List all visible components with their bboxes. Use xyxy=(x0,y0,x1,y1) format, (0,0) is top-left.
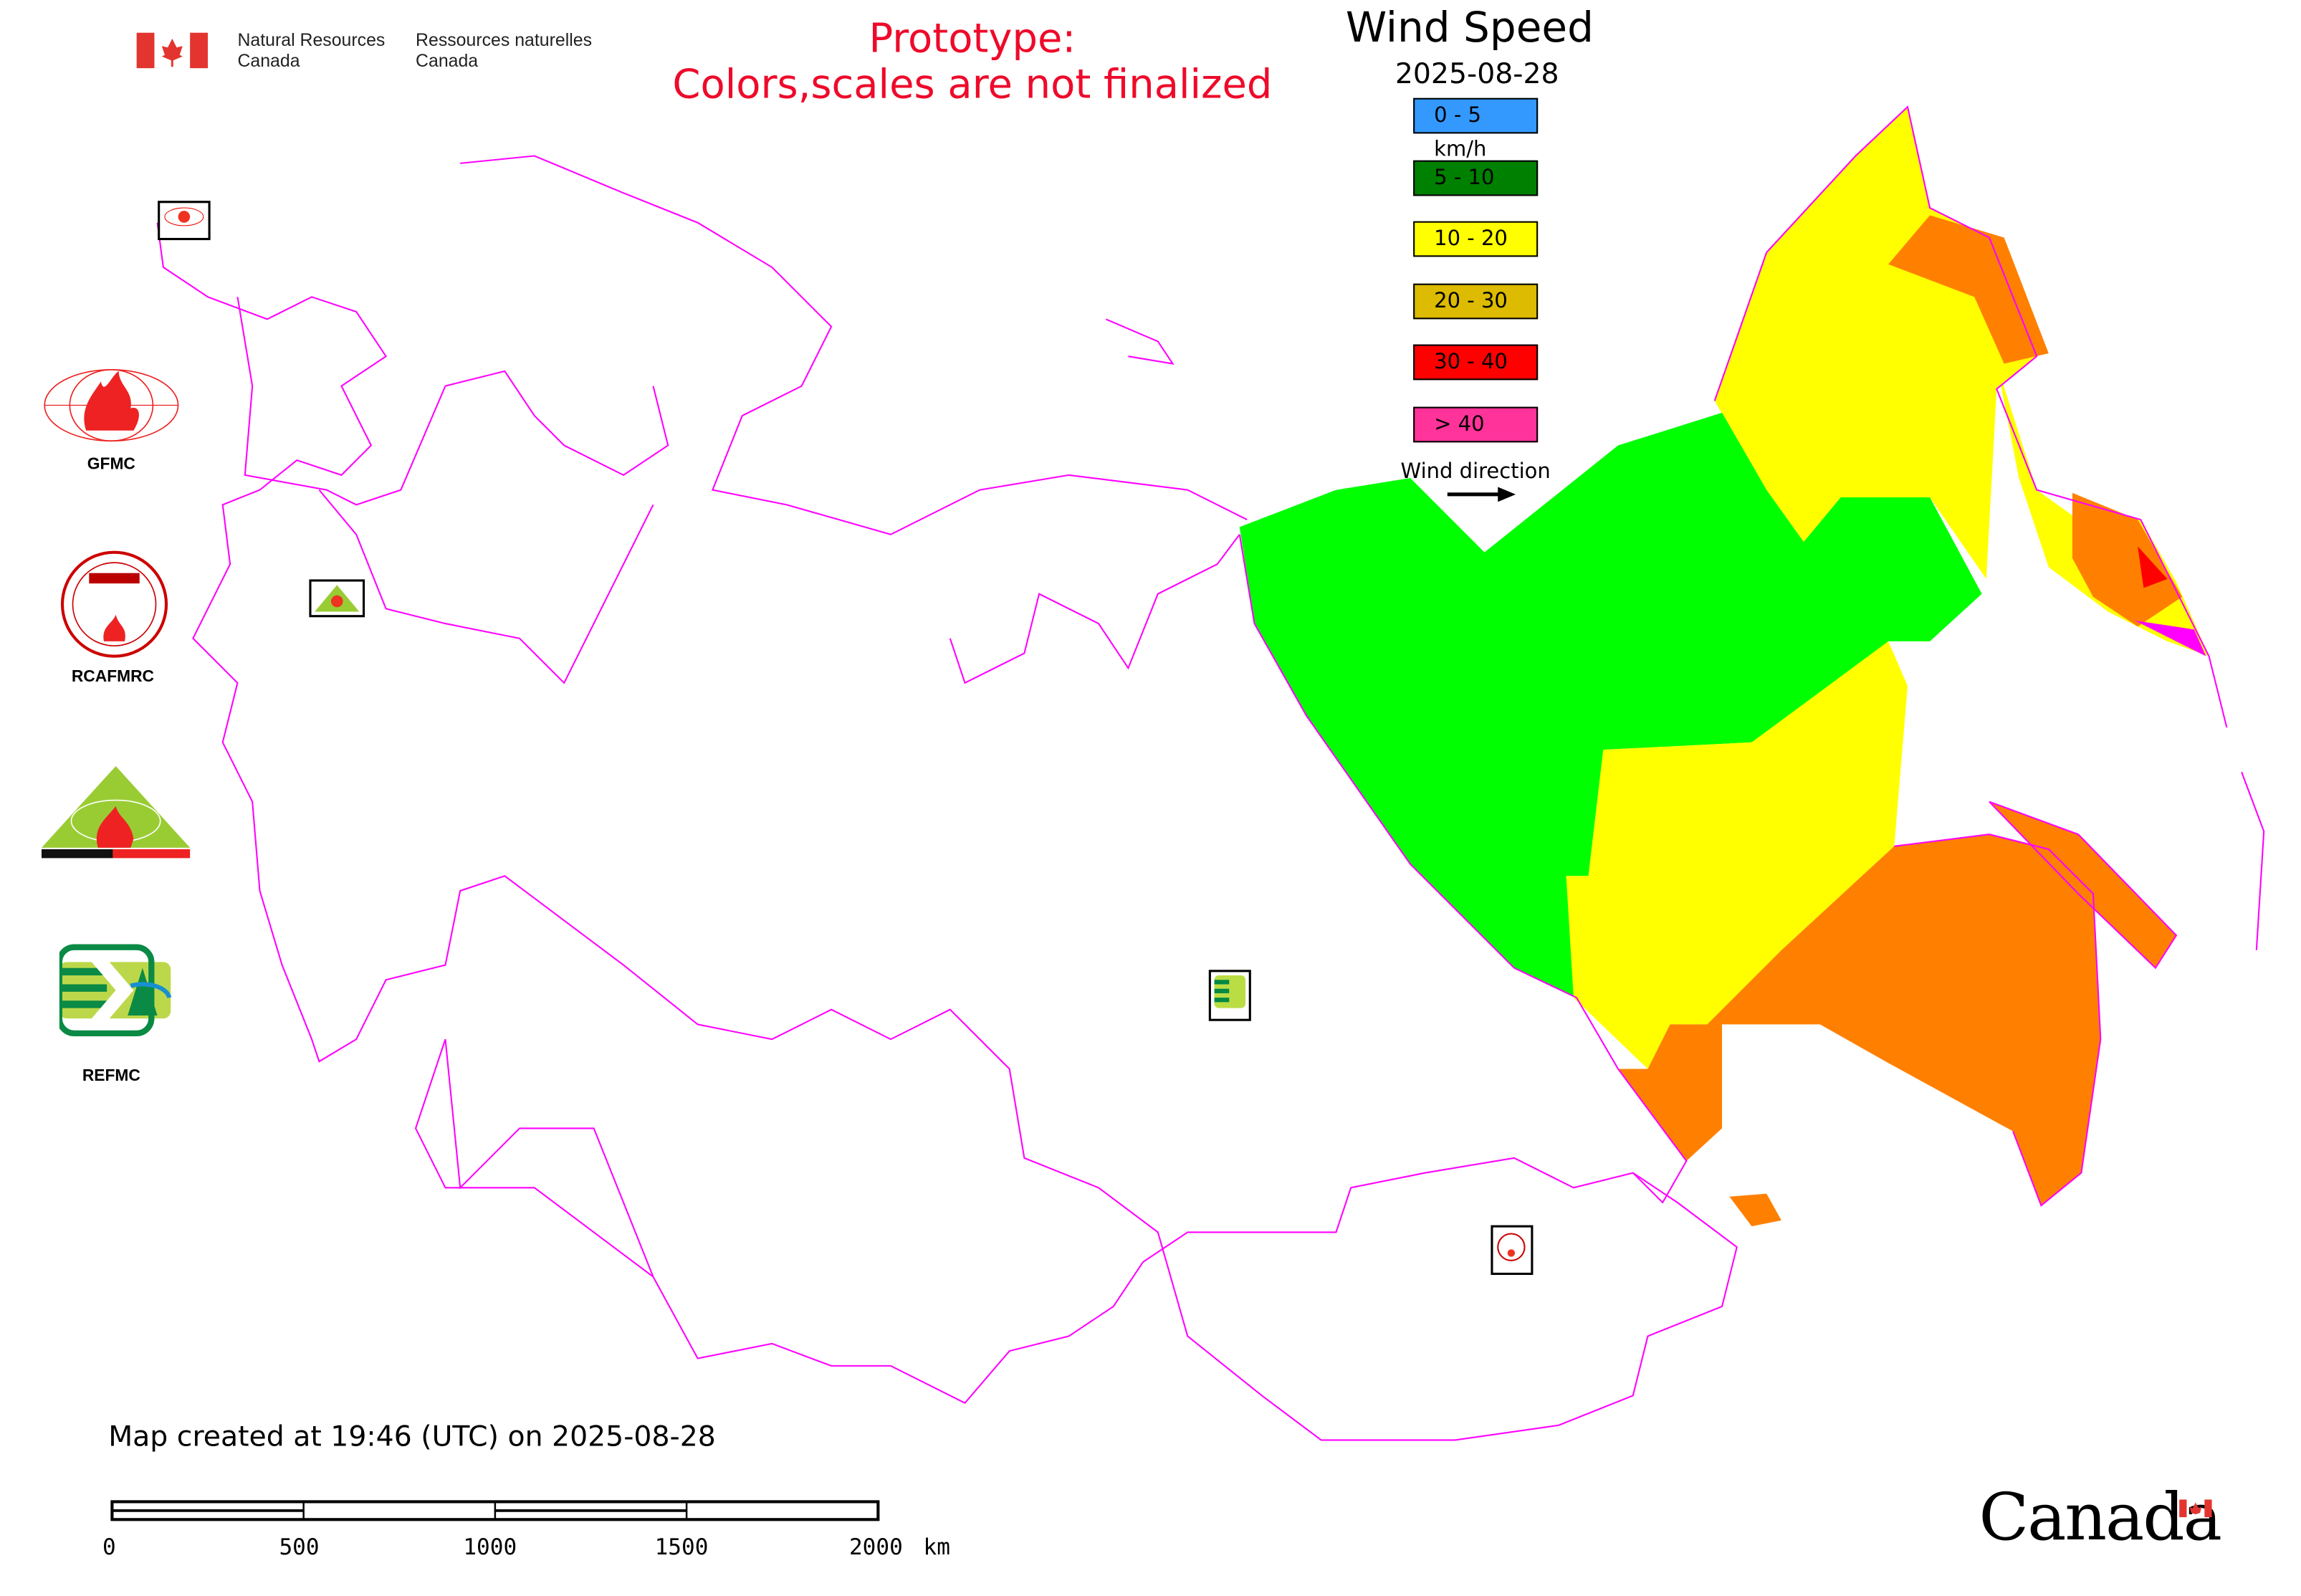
zone-5-10-central xyxy=(1239,412,1982,998)
zone-10-20-south xyxy=(1566,641,1908,1069)
wind-direction-label: Wind direction xyxy=(1400,460,1551,484)
legend-class-10-20: 10 - 20 xyxy=(1413,221,1539,257)
agency-name-fr-line2: Canada xyxy=(416,50,479,72)
legend-class-20-30: 20 - 30 xyxy=(1413,283,1539,320)
zone-20-30-island xyxy=(1989,801,2176,968)
zone-30-40 xyxy=(2138,546,2168,588)
agency-name-fr-line1: Ressources naturelles xyxy=(416,29,593,51)
arrow-right-icon xyxy=(1447,487,1516,502)
agency-name-en-line1: Natural Resources xyxy=(237,29,386,51)
scale-label-1000: 1000 xyxy=(463,1533,517,1561)
canada-wordmark: Canada xyxy=(1979,1480,2221,1557)
wind-zones xyxy=(1239,107,2209,1227)
prototype-notice: Prototype: Colors,scales are not finaliz… xyxy=(601,16,1344,108)
scale-label-500: 500 xyxy=(279,1533,320,1561)
gfmc-label: GFMC xyxy=(87,455,135,474)
rcafmrc-logo xyxy=(60,550,168,658)
agency-name-en: Natural Resources Canada xyxy=(237,29,385,71)
legend-title: Wind Speed xyxy=(1345,3,1594,52)
legend-class-0-5: 0 - 5 km/h xyxy=(1413,97,1539,162)
legend-class-5-10: 5 - 10 xyxy=(1413,160,1539,196)
scale-label-2000: 2000 xyxy=(848,1533,903,1561)
map-created-timestamp: Map created at 19:46 (UTC) on 2025-08-28 xyxy=(108,1420,716,1454)
zone-20-30-peninsula xyxy=(2072,492,2183,627)
legend-class-30-40: 30 - 40 xyxy=(1413,344,1539,381)
prototype-notice-line2: Colors,scales are not finalized xyxy=(672,62,1273,109)
legend-class-over-40: > 40 xyxy=(1413,406,1539,443)
scale-label-1500: 1500 xyxy=(654,1533,709,1561)
zone-20-30-south xyxy=(1618,834,2101,1206)
gfmc-logo xyxy=(44,368,179,442)
legend-date: 2025-08-28 xyxy=(1395,57,1559,91)
prototype-notice-line1: Prototype: xyxy=(869,16,1076,63)
zone-20-30-northeast xyxy=(1888,215,2049,364)
canada-flag-icon xyxy=(136,32,209,69)
scale-unit: km xyxy=(923,1533,950,1561)
refmc-label: REFMC xyxy=(82,1067,140,1086)
small-logo-markers[interactable] xyxy=(158,201,1534,1275)
rcafmrc-label: RCAFMRC xyxy=(71,668,155,687)
zone-20-30-islet xyxy=(1729,1193,1781,1227)
agency-name-en-line2: Canada xyxy=(237,50,300,72)
refmc-logo xyxy=(59,944,172,1036)
wordmark-flag-icon xyxy=(2179,1499,2212,1518)
agency-name-fr: Ressources naturelles Canada xyxy=(416,29,592,71)
scale-bar xyxy=(110,1500,880,1521)
reefmc-logo xyxy=(42,765,191,859)
country-borders xyxy=(156,105,2265,1441)
scale-label-0: 0 xyxy=(102,1533,116,1561)
